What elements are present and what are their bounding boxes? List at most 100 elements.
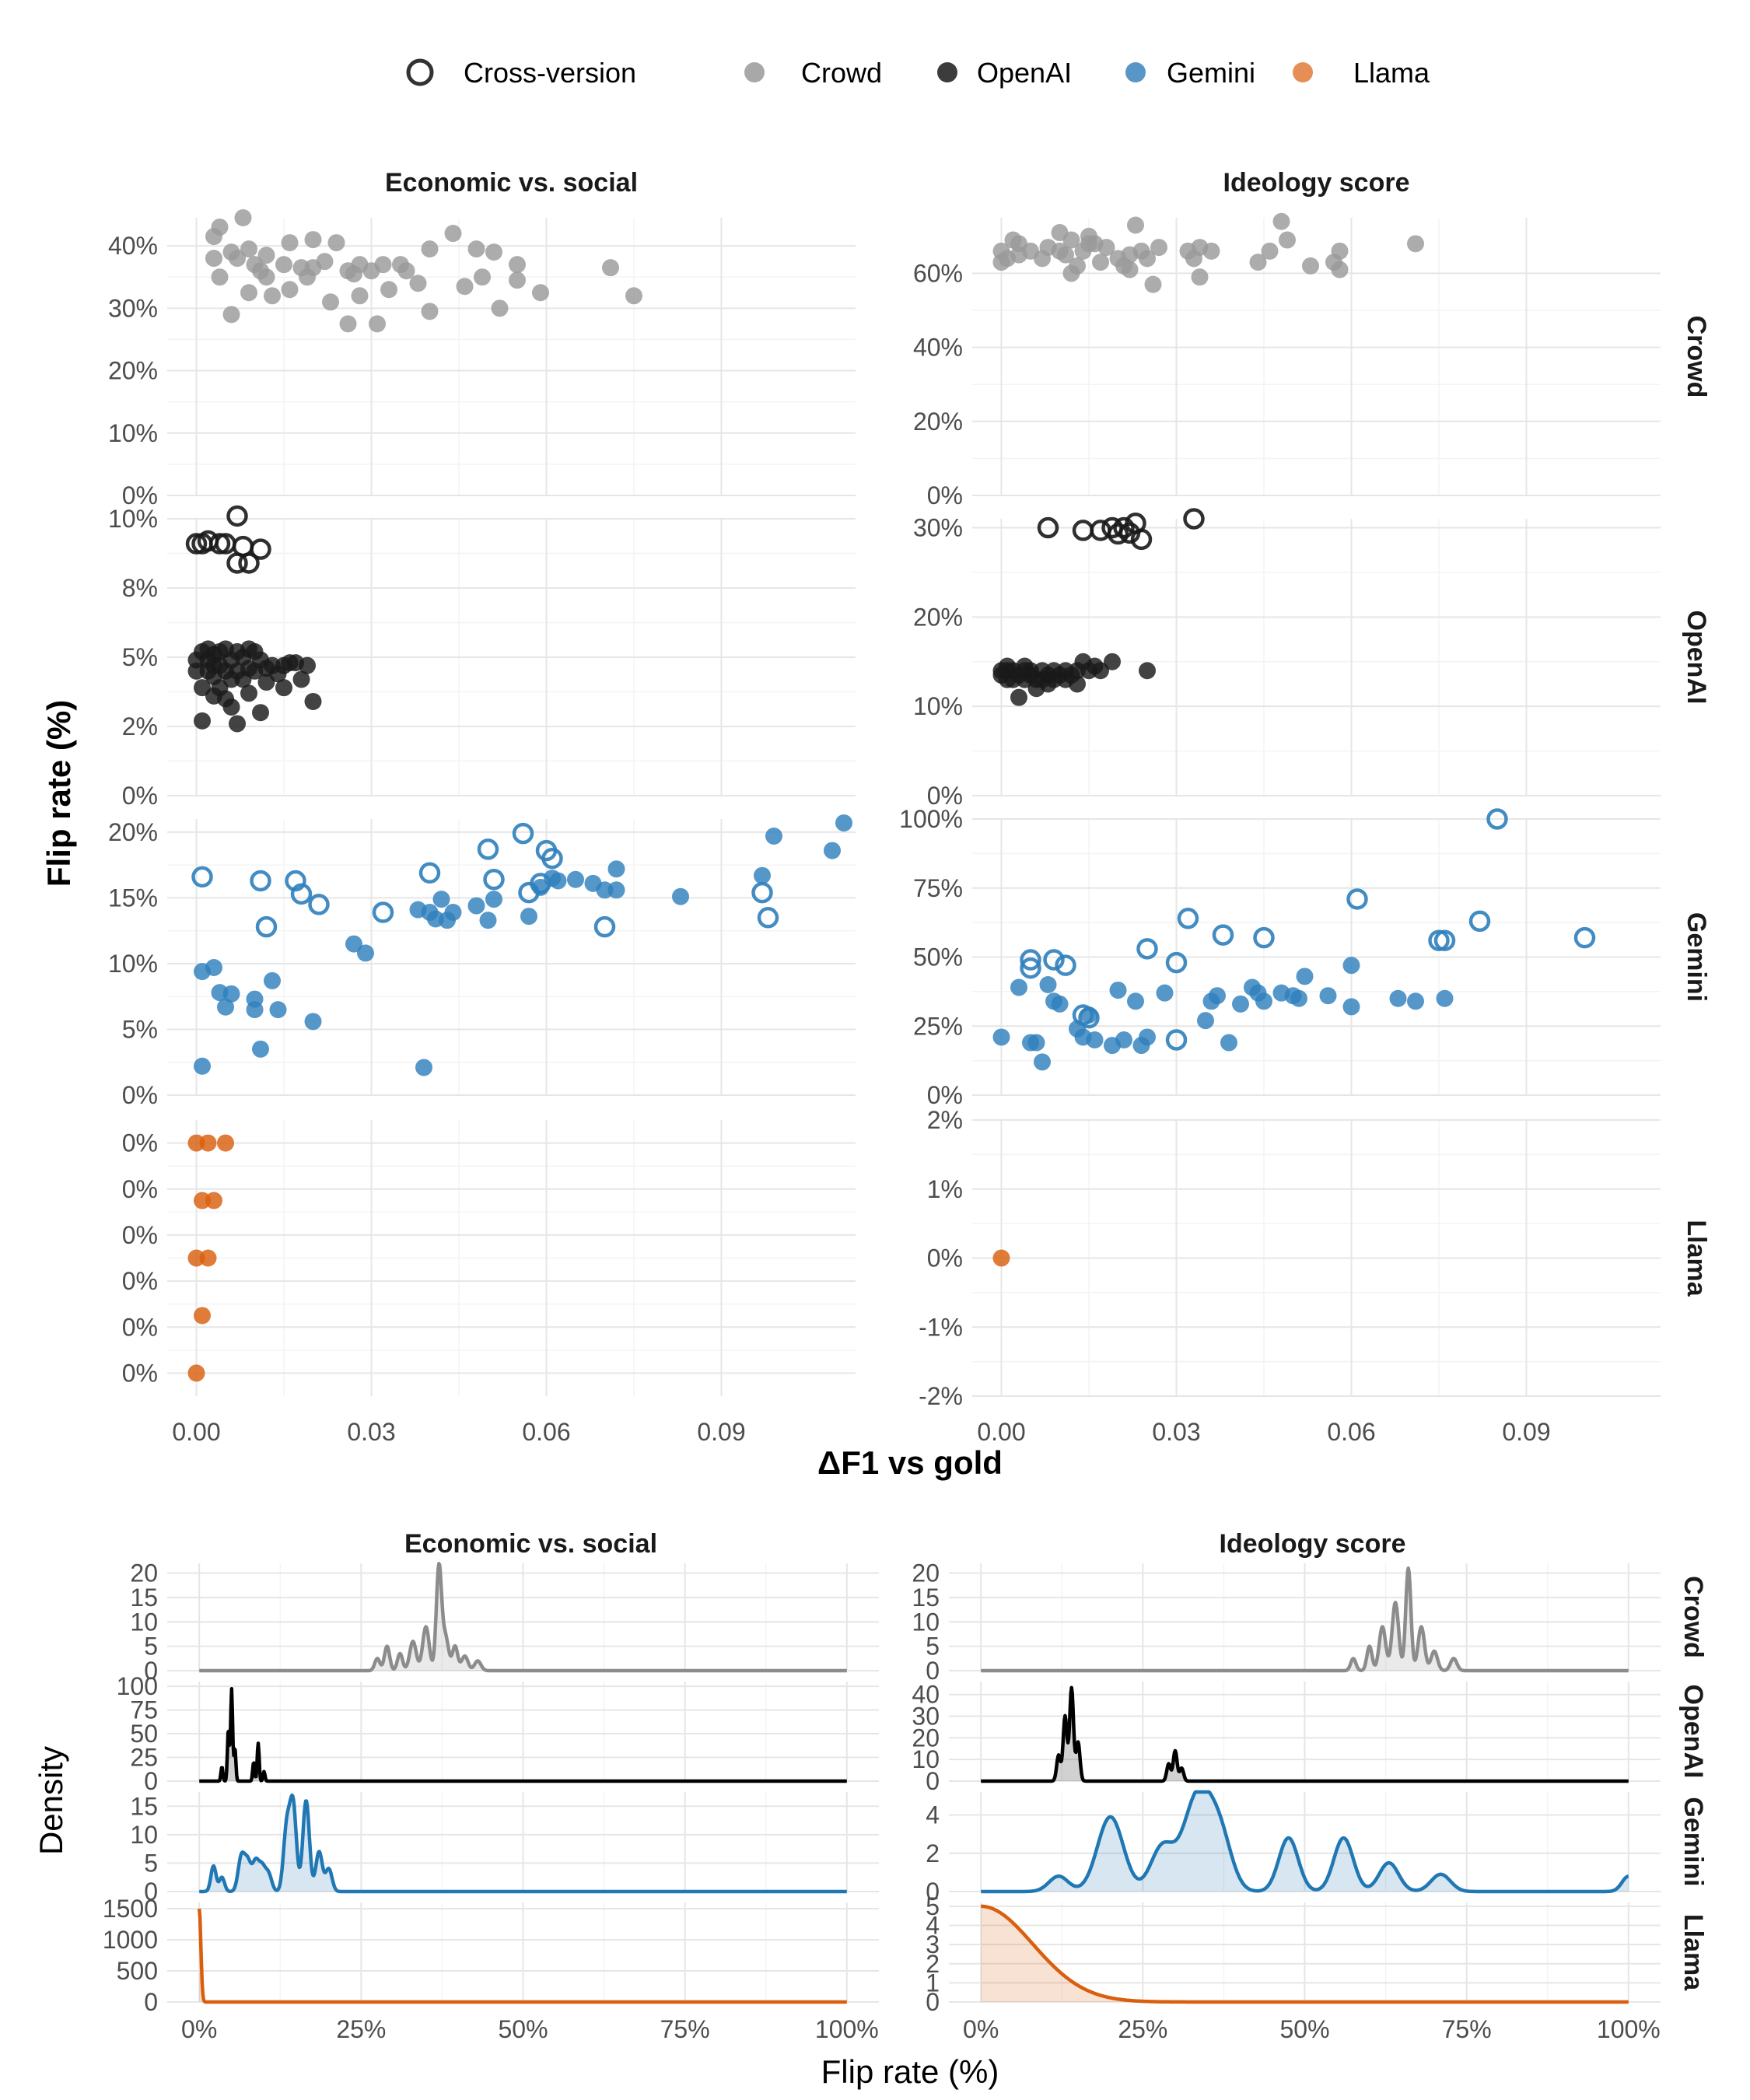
density-line xyxy=(198,1562,849,1673)
data-point xyxy=(467,240,485,258)
x-tick-label: 50% xyxy=(1279,2015,1329,2043)
x-tick-label: 100% xyxy=(1597,2015,1661,2043)
legend-dot-icon xyxy=(937,62,957,82)
data-point-cross-version xyxy=(255,915,278,938)
legend-item-openai: OpenAI xyxy=(937,57,1072,89)
data-point-cross-version xyxy=(1107,523,1129,545)
data-point xyxy=(357,944,374,962)
y-tick-label: 10 xyxy=(130,1821,158,1849)
y-tick-label: 0% xyxy=(122,782,158,810)
y-tick-label: -1% xyxy=(919,1313,963,1341)
top-x-axis-title: ΔF1 vs gold xyxy=(817,1444,1003,1481)
x-tick-label: 0% xyxy=(963,2015,999,2043)
data-point-cross-version xyxy=(226,505,248,527)
data-point xyxy=(607,860,625,878)
y-tick-label: 5 xyxy=(144,1633,158,1661)
y-tick-label: 10 xyxy=(130,1608,158,1636)
data-point xyxy=(222,698,240,716)
y-tick-label: 20 xyxy=(912,1724,940,1752)
y-tick-label: 0% xyxy=(122,1313,158,1341)
data-point xyxy=(1034,250,1051,268)
data-point-cross-version xyxy=(285,870,306,892)
x-tick-label: 0.06 xyxy=(522,1418,570,1446)
y-tick-label: 30% xyxy=(913,513,963,541)
data-point xyxy=(754,866,771,884)
scatter-cell-crowd-ideology-score: 0% 20% 40% 60% xyxy=(913,212,1661,509)
y-tick-label: 3 xyxy=(926,1930,940,1958)
bottom-x-axis-title: Flip rate (%) xyxy=(821,2053,999,2090)
legend-item-crowd: Crowd xyxy=(744,57,882,89)
legend-label: Cross-version xyxy=(464,57,636,89)
data-point xyxy=(1010,246,1027,264)
y-tick-label: 8% xyxy=(122,574,158,602)
data-point-cross-version xyxy=(1253,926,1275,949)
data-point-cross-version xyxy=(1043,949,1065,971)
data-point-cross-version xyxy=(1573,926,1596,949)
y-tick-label: 0% xyxy=(122,1129,158,1157)
scatter-cell-openai-economic-vs-social: 0% 2% 5% 8% 10% xyxy=(108,505,856,810)
data-point xyxy=(1139,1028,1156,1046)
y-tick-label: 2% xyxy=(122,712,158,740)
data-point xyxy=(1092,254,1109,271)
data-point xyxy=(1139,662,1156,680)
legend-label: Llama xyxy=(1353,57,1430,89)
y-tick-label: 10% xyxy=(108,950,158,978)
data-point-cross-version xyxy=(418,862,441,884)
y-tick-label: 20% xyxy=(913,408,963,436)
row-strip-label: Llama xyxy=(1678,1914,1708,1991)
y-tick-label: 5 xyxy=(926,1633,940,1661)
data-point xyxy=(1010,978,1027,996)
data-point-cross-version xyxy=(1183,508,1205,530)
y-tick-label: 0 xyxy=(144,1988,158,2016)
row-strip-label: Gemini xyxy=(1678,1797,1708,1886)
data-point xyxy=(281,234,299,252)
data-point xyxy=(1062,231,1080,249)
data-point xyxy=(1127,216,1144,234)
data-point xyxy=(549,872,567,890)
data-point-cross-version xyxy=(593,915,616,938)
data-point xyxy=(292,259,310,277)
data-point xyxy=(345,935,362,953)
y-tick-label: 2% xyxy=(927,1106,963,1134)
y-tick-label: 20% xyxy=(913,603,963,631)
data-point-cross-version xyxy=(1055,954,1076,976)
data-point xyxy=(205,228,222,246)
legend-dot-icon xyxy=(1293,62,1313,82)
y-tick-label: 1500 xyxy=(103,1895,158,1923)
y-tick-label: 0 xyxy=(926,1878,940,1906)
data-point-cross-version xyxy=(191,866,213,888)
data-point xyxy=(1086,1031,1104,1048)
y-tick-label: 10% xyxy=(108,505,158,533)
y-tick-label: 4 xyxy=(926,1801,940,1829)
data-point xyxy=(205,959,222,977)
data-point-cross-version xyxy=(512,822,534,845)
data-point xyxy=(467,897,485,915)
data-point xyxy=(1272,212,1290,230)
y-tick-label: 20% xyxy=(108,818,158,846)
data-point xyxy=(205,1192,222,1209)
data-point xyxy=(1342,957,1360,975)
data-point xyxy=(444,225,462,243)
data-point xyxy=(421,303,439,320)
data-point-cross-version xyxy=(751,881,773,904)
data-point xyxy=(240,284,257,302)
row-strip-label: Crowd xyxy=(1678,1576,1708,1658)
data-point xyxy=(369,315,386,333)
data-point xyxy=(1010,688,1027,706)
density-cell-gemini-ideology-score: 0 2 4 xyxy=(926,1790,1661,1906)
column-strip-label: Ideology score xyxy=(1223,168,1410,198)
data-point xyxy=(1436,989,1454,1007)
y-tick-label: 5 xyxy=(926,1892,940,1920)
data-point xyxy=(304,692,322,710)
data-point xyxy=(194,712,211,730)
data-point xyxy=(1202,242,1220,260)
data-point xyxy=(1331,261,1349,278)
data-point-cross-version xyxy=(1113,516,1135,539)
x-tick-label: 0.09 xyxy=(697,1418,745,1446)
data-point xyxy=(474,268,491,286)
data-point xyxy=(409,275,427,292)
data-point xyxy=(1051,242,1069,260)
y-tick-label: 0% xyxy=(122,481,158,509)
